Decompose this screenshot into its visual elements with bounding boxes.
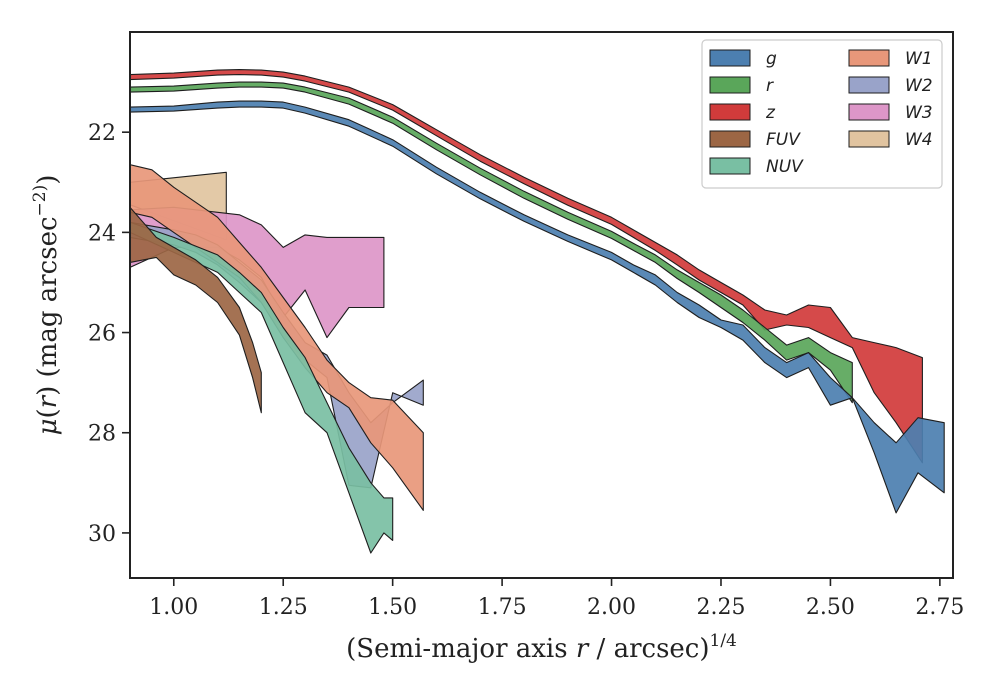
- band-g: [130, 100, 945, 514]
- legend-swatch-w4: [848, 130, 890, 148]
- x-tick-label: 1.00: [149, 595, 198, 620]
- y-axis-label: μ(r) (mag arcsec−2)): [30, 175, 63, 436]
- axes-frame: [129, 31, 954, 579]
- legend: grz FUV NUV W1 W2 W3 W4: [701, 39, 943, 189]
- band-nuv: [130, 221, 394, 554]
- x-tick-label: 1.75: [478, 595, 527, 620]
- legend-label-w3: W3: [905, 103, 933, 123]
- x-axis-label: (Semi-major axis r / arcsec)1/4: [346, 631, 737, 664]
- legend-swatch-fuv: [709, 130, 751, 148]
- y-tick-label: 26: [88, 322, 116, 347]
- x-axis: 1.00 1.25 1.50 1.75 2.00 2.25 2.50 2.75: [149, 578, 964, 620]
- legend-label-z: z: [765, 103, 776, 123]
- legend-swatch-w3: [848, 103, 890, 121]
- legend-swatch-w1: [848, 49, 890, 67]
- legend-label-nuv: NUV: [766, 157, 804, 177]
- legend-label-r: r: [766, 76, 774, 96]
- y-tick-label: 24: [88, 221, 116, 246]
- legend-swatch-w2: [848, 76, 890, 94]
- legend-label-w4: W4: [905, 130, 933, 150]
- legend-swatch-g: [709, 49, 751, 67]
- legend-label-w2: W2: [905, 76, 933, 96]
- legend-swatch-z: [709, 103, 751, 121]
- band-r: [130, 81, 853, 404]
- y-tick-label: 22: [88, 121, 116, 146]
- legend-label-g: g: [766, 49, 777, 69]
- x-tick-label: 1.25: [259, 595, 308, 620]
- x-tick-label: 2.00: [587, 595, 636, 620]
- y-tick-label: 28: [88, 422, 116, 447]
- x-tick-label: 1.50: [368, 595, 417, 620]
- legend-swatch-r: [709, 76, 751, 94]
- band-fuv: [130, 206, 262, 414]
- plot-area: [130, 69, 945, 554]
- x-tick-label: 2.75: [915, 595, 964, 620]
- y-axis-label-text: μ(r) (mag arcsec−2)): [30, 175, 63, 436]
- y-axis: 22 24 26 28 30: [88, 121, 130, 547]
- x-tick-label: 2.50: [806, 595, 855, 620]
- x-tick-label: 2.25: [696, 595, 745, 620]
- y-tick-label: 30: [88, 522, 116, 547]
- legend-swatch-nuv: [709, 157, 751, 175]
- legend-label-w1: W1: [905, 49, 933, 69]
- legend-label-fuv: FUV: [766, 130, 801, 150]
- x-axis-label-text: (Semi-major axis r / arcsec)1/4: [346, 631, 737, 664]
